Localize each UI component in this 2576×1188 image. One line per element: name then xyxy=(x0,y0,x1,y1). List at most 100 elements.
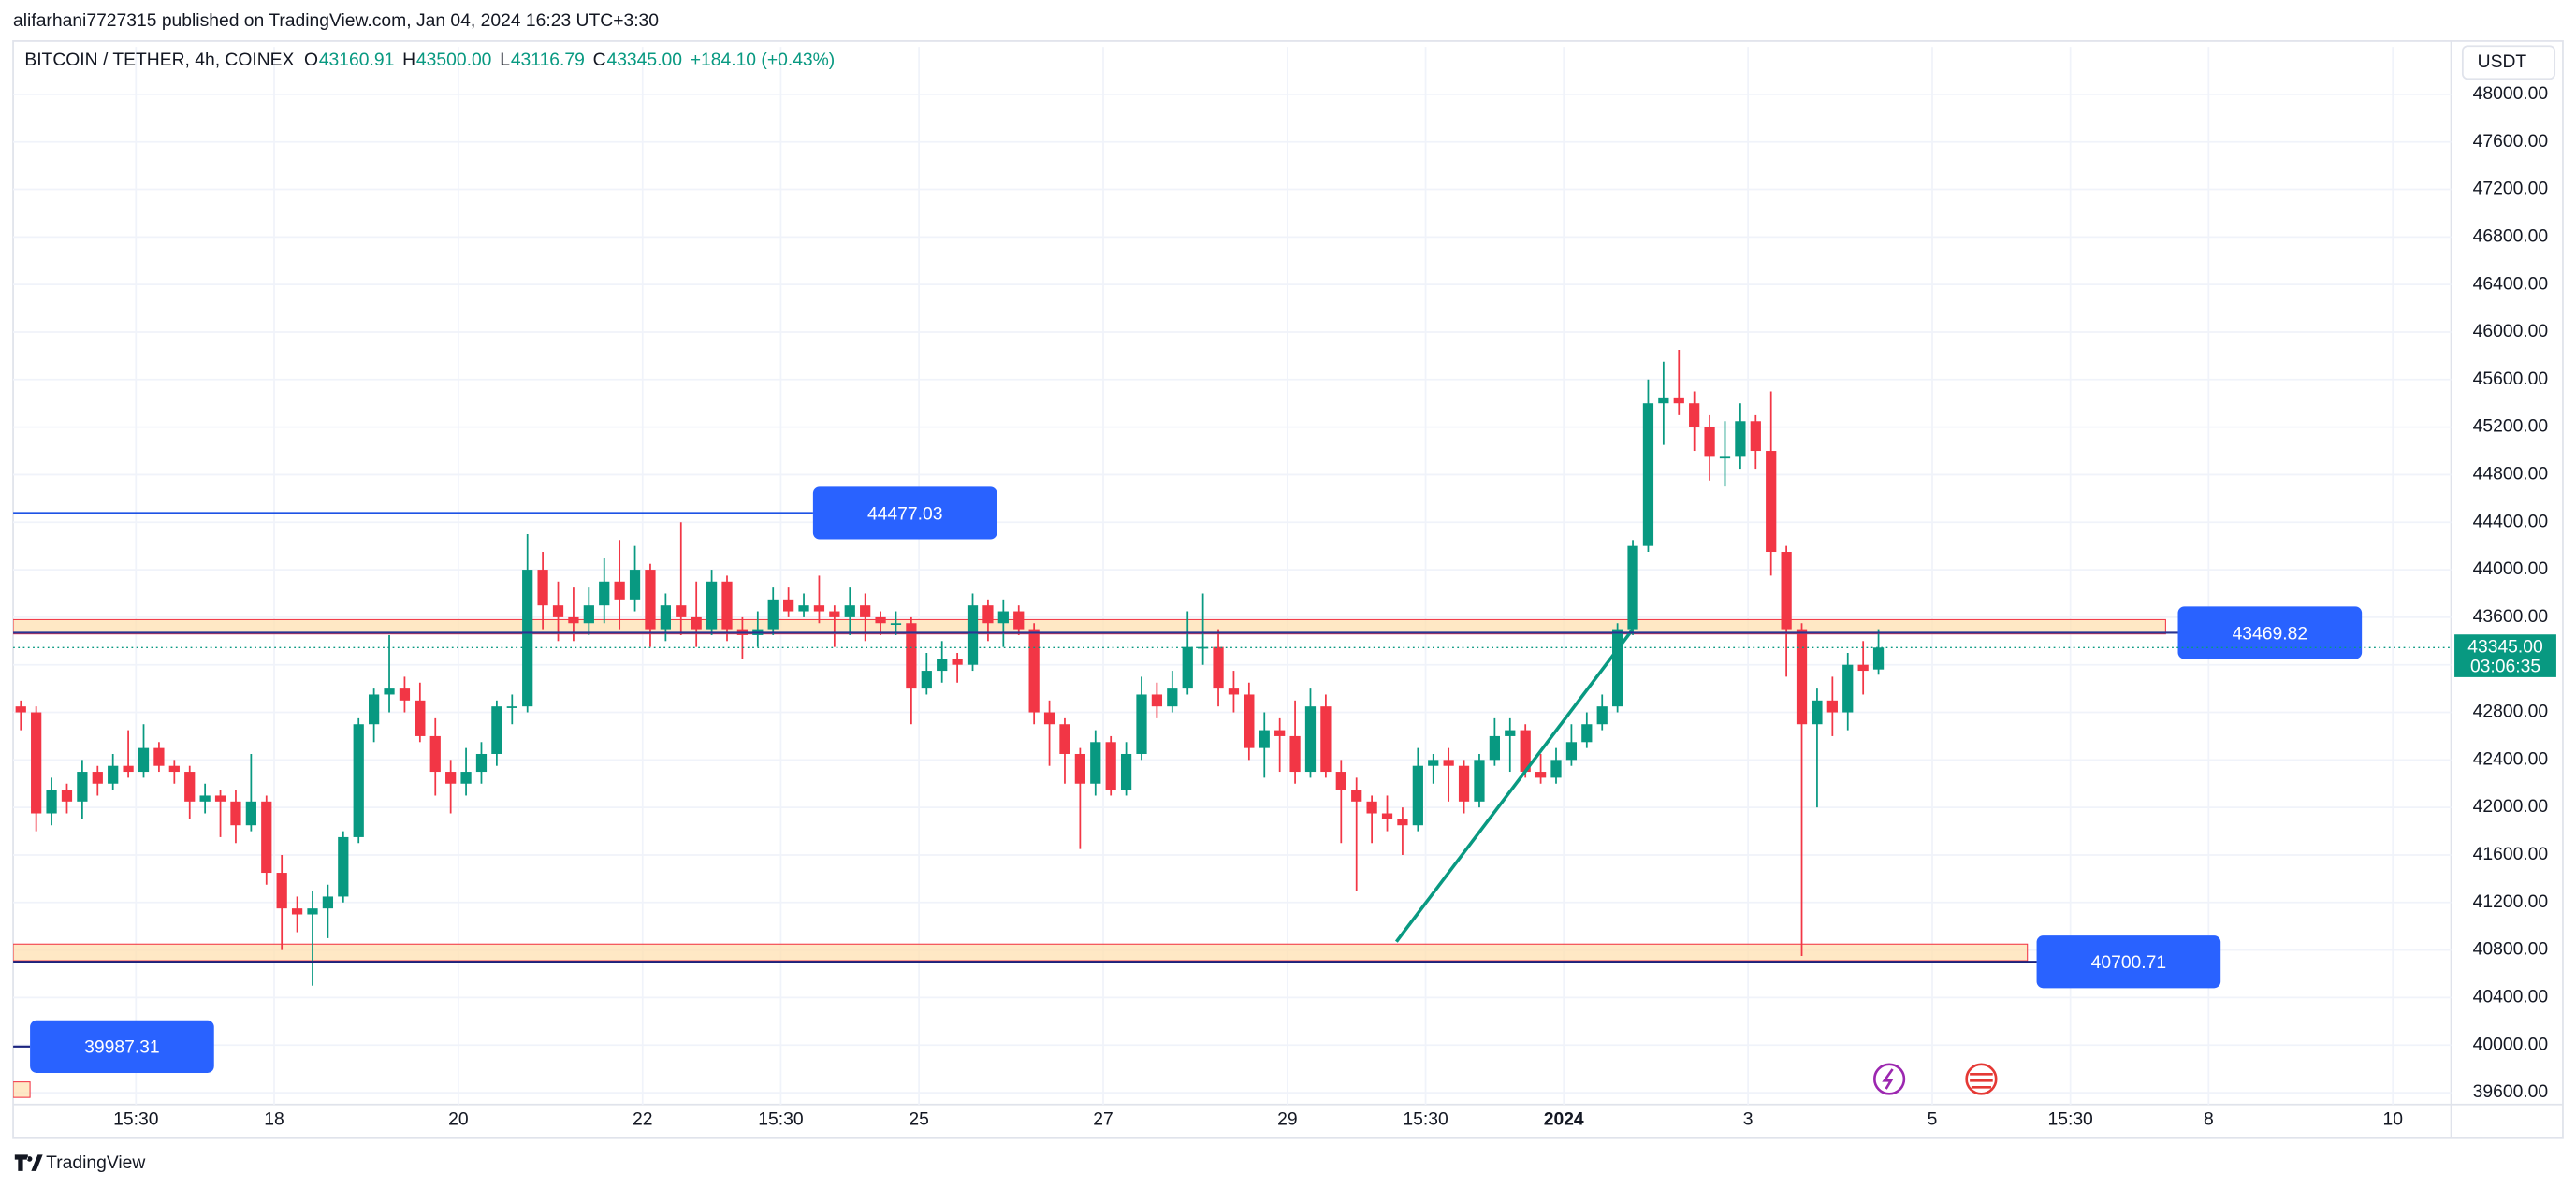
candle-body xyxy=(1043,712,1055,725)
y-tick-label: 40000.00 xyxy=(2473,1035,2548,1054)
candle-body xyxy=(415,700,426,736)
y-tick-label: 47200.00 xyxy=(2473,180,2548,199)
y-tick-label: 42800.00 xyxy=(2473,703,2548,722)
candle-body xyxy=(1151,694,1163,707)
candle-body xyxy=(1565,742,1578,761)
candle-body xyxy=(1812,700,1823,725)
candle-body xyxy=(1120,753,1132,790)
y-tick-label: 44000.00 xyxy=(2473,559,2548,579)
candle-body xyxy=(168,765,180,773)
candle-body xyxy=(61,790,73,802)
change: +184.10 (+0.43%) xyxy=(691,51,836,70)
candle-body xyxy=(1642,403,1654,546)
candle-body xyxy=(537,570,548,606)
candle-body xyxy=(214,795,226,802)
ohlc-letter: C xyxy=(593,51,606,70)
y-tick-label: 46800.00 xyxy=(2473,226,2548,246)
candle-body xyxy=(1335,772,1346,790)
candle-body xyxy=(1719,456,1731,459)
candle-body xyxy=(829,611,840,617)
candle-body xyxy=(108,765,119,784)
candle-body xyxy=(1550,760,1562,778)
candle-body xyxy=(1289,735,1301,773)
candle-body xyxy=(1872,647,1885,670)
candle-body xyxy=(1304,706,1317,773)
candle-body xyxy=(291,908,303,915)
candle-body xyxy=(276,873,287,909)
candle-body xyxy=(952,659,963,665)
candle-body xyxy=(1596,706,1608,725)
candle-body xyxy=(92,772,103,784)
y-tick-label: 44400.00 xyxy=(2473,512,2548,531)
level-label-box xyxy=(2177,606,2363,659)
candle-body xyxy=(1581,724,1593,743)
candle-body xyxy=(1428,760,1439,766)
candle-body xyxy=(230,801,241,826)
candle-body xyxy=(506,706,517,708)
symbol: BITCOIN / TETHER, 4h, COINEX xyxy=(24,51,294,70)
candle-body xyxy=(1535,772,1547,778)
level-label-box xyxy=(30,1020,214,1073)
candle-body xyxy=(1259,730,1270,748)
candle-body xyxy=(522,570,533,707)
ohlc-value: 43116.79 xyxy=(511,51,585,70)
x-tick-label: 29 xyxy=(1277,1110,1297,1130)
candle-body xyxy=(890,623,902,625)
candle-body xyxy=(1090,742,1101,784)
candle-body xyxy=(1766,451,1777,553)
candle-body xyxy=(123,765,134,773)
y-tick-label: 47600.00 xyxy=(2473,132,2548,152)
candle-body xyxy=(844,605,855,617)
candle-body xyxy=(153,747,165,766)
x-tick-label: 10 xyxy=(2382,1110,2402,1130)
x-tick-label: 15:30 xyxy=(1403,1110,1448,1130)
candle-body xyxy=(1458,765,1470,802)
candle-body xyxy=(1136,694,1147,754)
candle-body xyxy=(1826,700,1838,713)
candle-body xyxy=(583,605,594,624)
currency-box xyxy=(2461,45,2556,80)
candle-body xyxy=(77,772,88,802)
candle-body xyxy=(1381,813,1393,819)
candle-body xyxy=(629,570,641,600)
brand-logo xyxy=(14,1154,43,1171)
candle-body xyxy=(1028,629,1040,713)
candle-body xyxy=(798,605,809,612)
candle-body xyxy=(307,908,318,915)
event-icon[interactable] xyxy=(1965,1063,1998,1095)
ohlc-letter: H xyxy=(402,51,415,70)
candle-body xyxy=(599,581,610,606)
candle-body xyxy=(475,753,488,773)
x-tick-label: 3 xyxy=(1743,1110,1754,1130)
candle-body xyxy=(1105,742,1116,790)
candle-body xyxy=(491,706,502,754)
candle-body xyxy=(322,896,334,909)
candle-body xyxy=(184,772,196,802)
candle-body xyxy=(199,795,211,802)
candle-body xyxy=(614,581,625,600)
candle-body xyxy=(1274,730,1286,736)
countdown: 03:06:35 xyxy=(2470,657,2540,676)
candle-body xyxy=(1074,753,1085,784)
brand: TradingView xyxy=(14,1153,145,1173)
candle-body xyxy=(1182,646,1193,689)
candle-body xyxy=(1198,646,1209,649)
x-tick-label: 27 xyxy=(1093,1110,1113,1130)
candle-body xyxy=(1735,421,1746,457)
candle-body xyxy=(660,605,671,630)
y-tick-label: 42000.00 xyxy=(2473,797,2548,817)
candle-body xyxy=(691,616,702,630)
event-icon[interactable] xyxy=(1872,1063,1906,1095)
level-label: 39987.31 xyxy=(84,1038,160,1058)
candle-body xyxy=(1213,646,1224,689)
candle-body xyxy=(767,599,779,630)
candle-body xyxy=(1658,397,1669,404)
x-tick-label: 25 xyxy=(909,1110,928,1130)
candle-body xyxy=(1612,629,1623,707)
candle-body xyxy=(399,688,411,701)
y-tick-label: 46000.00 xyxy=(2473,322,2548,341)
ohlc-letter: O xyxy=(304,51,318,70)
candle-body xyxy=(138,747,150,773)
x-tick-label: 18 xyxy=(264,1110,284,1130)
y-tick-label: 45200.00 xyxy=(2473,417,2548,437)
